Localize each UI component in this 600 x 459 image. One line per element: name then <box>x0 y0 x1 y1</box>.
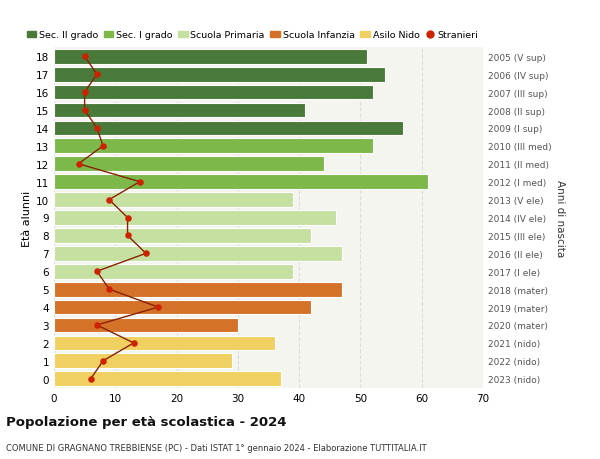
Y-axis label: Età alunni: Età alunni <box>22 190 32 246</box>
Bar <box>54 300 311 315</box>
Y-axis label: Anni di nascita: Anni di nascita <box>556 179 565 257</box>
Point <box>123 232 133 240</box>
Bar <box>54 85 373 100</box>
Bar <box>54 372 281 386</box>
Bar <box>54 282 342 297</box>
Bar <box>54 139 373 154</box>
Point <box>129 340 139 347</box>
Point <box>104 196 114 204</box>
Point <box>92 268 102 275</box>
Point <box>141 250 151 257</box>
Bar <box>54 50 367 64</box>
Point <box>92 322 102 329</box>
Bar <box>54 67 385 82</box>
Point <box>135 179 145 186</box>
Point <box>74 161 83 168</box>
Bar <box>54 157 323 172</box>
Point <box>123 214 133 222</box>
Point <box>80 53 89 61</box>
Point <box>104 286 114 293</box>
Point <box>86 375 95 383</box>
Bar <box>54 264 293 279</box>
Point <box>98 143 108 150</box>
Point <box>92 125 102 132</box>
Point <box>80 89 89 96</box>
Bar <box>54 318 238 333</box>
Text: COMUNE DI GRAGNANO TREBBIENSE (PC) - Dati ISTAT 1° gennaio 2024 - Elaborazione T: COMUNE DI GRAGNANO TREBBIENSE (PC) - Dat… <box>6 443 427 452</box>
Bar <box>54 175 428 190</box>
Legend: Sec. II grado, Sec. I grado, Scuola Primaria, Scuola Infanzia, Asilo Nido, Stran: Sec. II grado, Sec. I grado, Scuola Prim… <box>26 31 478 40</box>
Bar <box>54 354 232 369</box>
Bar <box>54 193 293 207</box>
Point <box>154 304 163 311</box>
Bar <box>54 103 305 118</box>
Point <box>80 107 89 114</box>
Text: Popolazione per età scolastica - 2024: Popolazione per età scolastica - 2024 <box>6 415 287 428</box>
Bar <box>54 246 342 261</box>
Bar <box>54 211 336 225</box>
Point <box>98 358 108 365</box>
Point <box>92 71 102 78</box>
Bar <box>54 336 275 351</box>
Bar <box>54 121 403 136</box>
Bar <box>54 229 311 243</box>
